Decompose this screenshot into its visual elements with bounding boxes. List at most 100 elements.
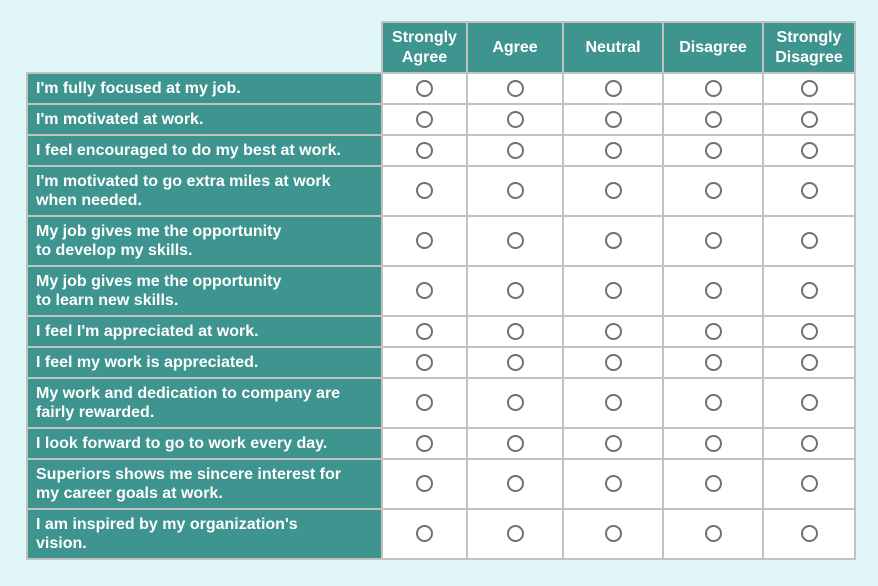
response-cell [466, 377, 564, 429]
radio-button[interactable] [800, 79, 818, 97]
radio-button[interactable] [704, 475, 722, 493]
radio-button[interactable] [506, 141, 524, 159]
radio-button[interactable] [604, 434, 622, 452]
radio-button[interactable] [506, 110, 524, 128]
radio-button[interactable] [604, 182, 622, 200]
radio-button[interactable] [506, 79, 524, 97]
response-cell [662, 72, 764, 105]
radio-button[interactable] [604, 525, 622, 543]
radio-button[interactable] [506, 322, 524, 340]
response-cell [466, 315, 564, 348]
radio-button[interactable] [800, 525, 818, 543]
response-cell [762, 165, 856, 217]
response-cell [662, 508, 764, 560]
radio-button[interactable] [704, 434, 722, 452]
response-cell [662, 315, 764, 348]
response-cell [562, 165, 664, 217]
radio-button[interactable] [416, 353, 433, 371]
radio-button[interactable] [604, 79, 622, 97]
radio-button[interactable] [800, 232, 818, 250]
radio-button[interactable] [506, 434, 524, 452]
statement-row: My job gives me the opportunity to devel… [26, 215, 856, 267]
radio-button[interactable] [604, 110, 622, 128]
response-cell [662, 165, 764, 217]
radio-button[interactable] [800, 141, 818, 159]
radio-button[interactable] [416, 525, 433, 543]
radio-button[interactable] [704, 182, 722, 200]
response-cell [466, 265, 564, 317]
response-cell [381, 427, 468, 460]
statement-row: I'm motivated to go extra miles at work … [26, 165, 856, 217]
radio-button[interactable] [506, 282, 524, 300]
radio-button[interactable] [604, 353, 622, 371]
response-cell [562, 265, 664, 317]
response-cell [466, 165, 564, 217]
statement-label: I look forward to go to work every day. [26, 427, 383, 460]
radio-button[interactable] [800, 282, 818, 300]
radio-button[interactable] [704, 232, 722, 250]
radio-button[interactable] [800, 353, 818, 371]
radio-button[interactable] [506, 394, 524, 412]
response-cell [381, 165, 468, 217]
radio-button[interactable] [704, 141, 722, 159]
radio-button[interactable] [604, 282, 622, 300]
radio-button[interactable] [416, 141, 433, 159]
response-cell [381, 346, 468, 379]
statement-label: I am inspired by my organization's visio… [26, 508, 383, 560]
radio-button[interactable] [800, 394, 818, 412]
header-row: Strongly Agree Agree Neutral Disagree St… [27, 21, 856, 74]
radio-button[interactable] [704, 394, 722, 412]
corner-spacer [27, 22, 382, 73]
response-cell [466, 458, 564, 510]
statement-row: My job gives me the opportunity to learn… [26, 265, 856, 317]
statement-row: I look forward to go to work every day. [26, 427, 856, 460]
radio-button[interactable] [506, 182, 524, 200]
radio-button[interactable] [506, 475, 524, 493]
radio-button[interactable] [800, 475, 818, 493]
column-header-strongly-disagree: Strongly Disagree [762, 21, 856, 74]
response-cell [381, 315, 468, 348]
response-cell [381, 72, 468, 105]
radio-button[interactable] [604, 322, 622, 340]
radio-button[interactable] [704, 79, 722, 97]
radio-button[interactable] [604, 475, 622, 493]
radio-button[interactable] [506, 525, 524, 543]
radio-button[interactable] [506, 353, 524, 371]
statement-label: I'm motivated at work. [26, 103, 383, 136]
radio-button[interactable] [506, 232, 524, 250]
radio-button[interactable] [416, 322, 433, 340]
response-cell [662, 377, 764, 429]
radio-button[interactable] [704, 282, 722, 300]
radio-button[interactable] [704, 110, 722, 128]
response-cell [381, 508, 468, 560]
radio-button[interactable] [416, 232, 433, 250]
statement-row: I feel encouraged to do my best at work. [26, 134, 856, 167]
response-cell [562, 315, 664, 348]
response-cell [466, 72, 564, 105]
response-cell [381, 265, 468, 317]
radio-button[interactable] [416, 394, 433, 412]
radio-button[interactable] [416, 79, 433, 97]
response-cell [762, 427, 856, 460]
radio-button[interactable] [416, 282, 433, 300]
statement-row: My work and dedication to company are fa… [26, 377, 856, 429]
radio-button[interactable] [416, 182, 433, 200]
column-header-neutral: Neutral [562, 21, 664, 74]
radio-button[interactable] [800, 434, 818, 452]
column-header-agree: Agree [466, 21, 564, 74]
radio-button[interactable] [704, 322, 722, 340]
radio-button[interactable] [604, 394, 622, 412]
response-cell [562, 427, 664, 460]
radio-button[interactable] [800, 110, 818, 128]
radio-button[interactable] [416, 110, 433, 128]
statement-label: I feel I'm appreciated at work. [26, 315, 383, 348]
radio-button[interactable] [800, 322, 818, 340]
radio-button[interactable] [604, 232, 622, 250]
response-cell [762, 315, 856, 348]
radio-button[interactable] [416, 475, 433, 493]
radio-button[interactable] [416, 434, 433, 452]
radio-button[interactable] [704, 525, 722, 543]
radio-button[interactable] [604, 141, 622, 159]
radio-button[interactable] [704, 353, 722, 371]
radio-button[interactable] [800, 182, 818, 200]
